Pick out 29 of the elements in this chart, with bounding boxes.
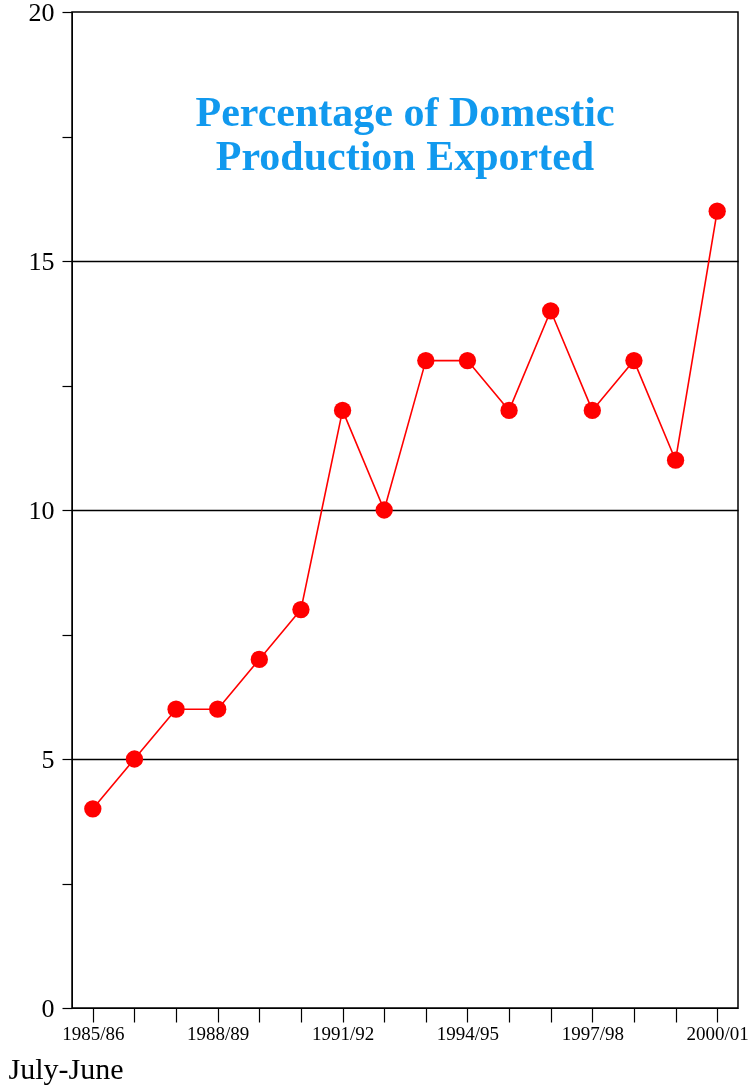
point xyxy=(500,401,518,420)
point xyxy=(417,351,435,370)
point xyxy=(125,750,144,768)
point xyxy=(250,650,268,669)
text: Percentage of Domestic Production Exported xyxy=(195,89,615,179)
x-axis-title: July-June xyxy=(8,1051,124,1085)
x-tick-label: 2000/01 xyxy=(686,1022,749,1044)
point xyxy=(167,700,185,718)
point xyxy=(542,302,560,320)
y-tick-label: 15 xyxy=(28,246,55,276)
y-tick-label: 10 xyxy=(28,495,55,525)
point xyxy=(583,401,601,420)
point xyxy=(209,700,227,718)
y-tick-label: 20 xyxy=(28,0,55,27)
x-tick-label: 1988/89 xyxy=(187,1022,250,1044)
point xyxy=(458,351,477,370)
x-tick-label: 1985/86 xyxy=(62,1022,125,1044)
point xyxy=(333,401,352,420)
x-tick-label: 1991/92 xyxy=(311,1022,375,1044)
point xyxy=(666,451,685,469)
point xyxy=(625,351,643,370)
point xyxy=(84,800,102,818)
point xyxy=(292,600,310,619)
x-tick-label: 1994/95 xyxy=(436,1022,500,1044)
x-tick-label: 1997/98 xyxy=(561,1022,624,1044)
y-tick-label: 0 xyxy=(41,993,55,1023)
y-tick-label: 5 xyxy=(41,744,55,774)
point xyxy=(708,202,726,220)
point xyxy=(375,501,393,519)
